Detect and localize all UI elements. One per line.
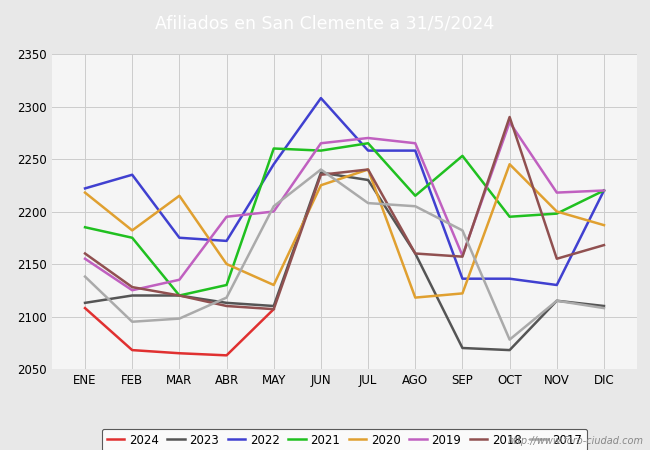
Text: http://www.foro-ciudad.com: http://www.foro-ciudad.com (508, 436, 644, 446)
Text: Afiliados en San Clemente a 31/5/2024: Afiliados en San Clemente a 31/5/2024 (155, 14, 495, 33)
Legend: 2024, 2023, 2022, 2021, 2020, 2019, 2018, 2017: 2024, 2023, 2022, 2021, 2020, 2019, 2018… (102, 429, 587, 450)
